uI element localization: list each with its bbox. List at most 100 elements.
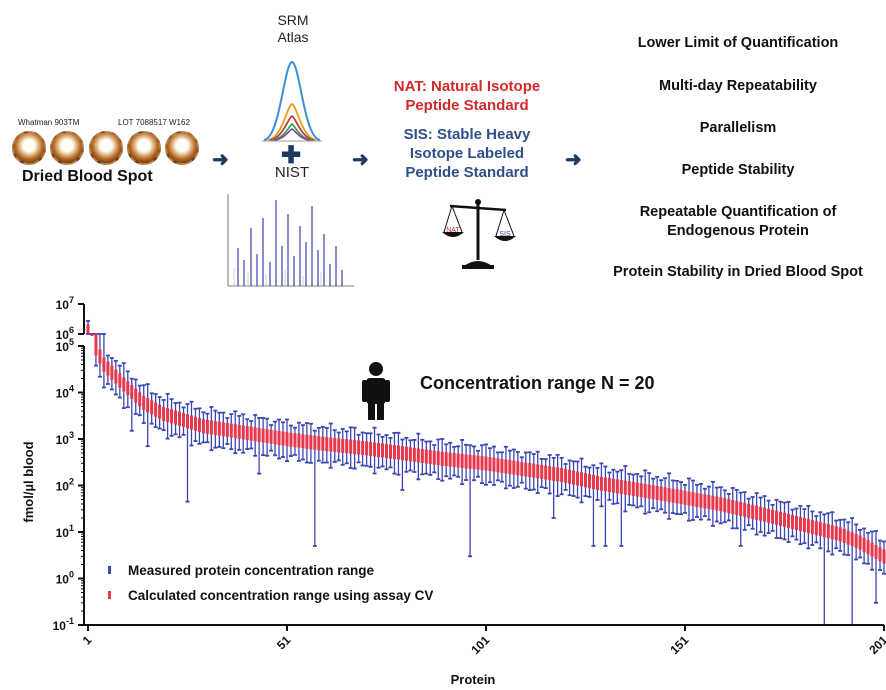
calculated-range-bar [472,455,476,470]
calculated-range-bar [572,470,576,485]
calculated-range-bar [667,488,671,503]
blood-spot-icon [50,131,84,165]
calculated-range-bar [114,369,118,384]
calculated-range-bar [671,488,675,503]
criteria-item: Repeatable Quantification of [639,204,837,220]
calculated-range-bar [783,512,786,527]
arrow-right-icon: ➜ [352,149,369,171]
mass-spectrum-icon [227,194,354,287]
nat-line1: NAT: Natural Isotope [393,78,541,95]
calculated-range-bar [86,324,90,334]
criteria-item: Endogenous Protein [667,223,809,239]
calculated-range-bar [217,421,221,436]
calculated-range-bar [504,459,508,474]
calculated-range-bar [528,463,532,478]
calculated-range-bar [536,464,540,479]
calculated-range-bar [201,419,205,434]
calculated-range-bar [715,496,719,511]
calculated-range-bar [404,446,408,461]
chart-title: Concentration range N = 20 [420,373,655,393]
blood-spot-icon [127,131,161,165]
y-tick-label: 107 [56,296,74,312]
calculated-range-bar [842,528,846,543]
calculated-range-bar [552,466,556,481]
calculated-range-bar [595,475,599,490]
calculated-range-bar [779,511,783,526]
calculated-range-bar [225,422,229,437]
criteria-item: Parallelism [699,120,777,136]
calculated-range-bar [122,377,126,392]
calculated-range-bar [182,413,186,428]
calculated-range-bar [90,334,94,336]
legend: Measured protein concentration range Cal… [108,563,433,603]
calculated-range-bar [205,419,209,434]
calculated-range-bar [325,437,329,452]
calculated-range-bar [249,426,253,441]
calculated-range-bar [755,505,759,520]
calculated-range-bar [154,402,158,417]
calculated-range-bar [763,507,767,522]
calculated-range-bar [683,490,687,505]
calculated-range-bar [269,429,273,444]
scale-sis-label: SIS [499,231,511,238]
calculated-range-bar [651,485,655,500]
calculated-range-bar [798,517,802,532]
nat-description: NAT: Natural Isotope Peptide Standard [382,77,552,115]
calculated-range-bar [333,437,337,452]
calculated-range-bar [349,439,353,454]
y-tick-label: 106 [56,325,74,342]
y-axis-label: fmol/µl blood [21,441,36,522]
nat-line2: Peptide Standard [405,97,529,114]
calculated-range-bar [643,483,647,498]
calculated-range-bar [392,445,396,460]
calculated-range-bar [444,452,448,467]
calculated-range-bar [866,540,870,555]
calculated-range-bar [305,434,309,449]
calculated-range-bar [679,490,683,505]
calculated-range-bar [524,462,528,477]
calculated-range-bar [655,485,659,500]
x-tick-label: 1 [80,633,95,648]
calculated-range-bar [440,451,444,466]
criteria-item: Lower Limit of Quantification [637,35,839,51]
calculated-range-bar [587,474,591,489]
calculated-range-bar [464,454,468,469]
calculated-range-bar [265,429,269,444]
calculated-range-bar [273,430,277,445]
calculated-range-bar [369,441,373,456]
sis-description: SIS: Stable Heavy Isotope Labeled Peptid… [382,125,552,182]
calculated-range-bar [357,440,361,455]
dbs-title: Dried Blood Spot [22,168,153,185]
srm-atlas-label: SRM Atlas [258,12,328,46]
calculated-range-bar [639,483,643,498]
chart-axes [78,303,885,631]
calculated-range-bar [476,455,480,470]
calculated-range-bar [321,436,325,451]
sis-line2: Isotope Labeled [409,145,525,162]
calculated-range-bar [846,530,850,545]
calculated-range-bar [611,478,615,493]
calculated-range-bar [584,473,587,488]
y-tick-label: 10-1 [53,616,74,633]
x-tick-label: 51 [274,633,294,653]
calculated-range-bar [261,428,265,443]
calculated-range-bar [838,527,842,542]
calculated-range-bar [385,444,388,459]
calculated-range-bar [500,458,504,473]
calculated-range-bar [675,489,679,504]
calculated-range-bar [178,411,182,426]
calculated-range-bar [508,460,512,475]
y-tick-label: 100 [56,570,74,587]
dbs-card-label-right: LOT 7088517 W162 [118,118,190,127]
calculated-range-bar [735,501,739,516]
legend-measured-label: Measured protein concentration range [128,563,375,578]
calculated-range-bar [599,476,603,491]
calculated-range-bar [289,432,293,447]
calculated-range-bar [408,447,412,462]
calculated-range-bar [400,446,404,461]
calculated-range-bar [603,477,607,492]
calculated-range-bar [456,453,460,468]
calculated-range-bar [806,519,810,534]
x-tick-label: 101 [468,633,492,657]
calculated-range-bar [293,433,297,448]
